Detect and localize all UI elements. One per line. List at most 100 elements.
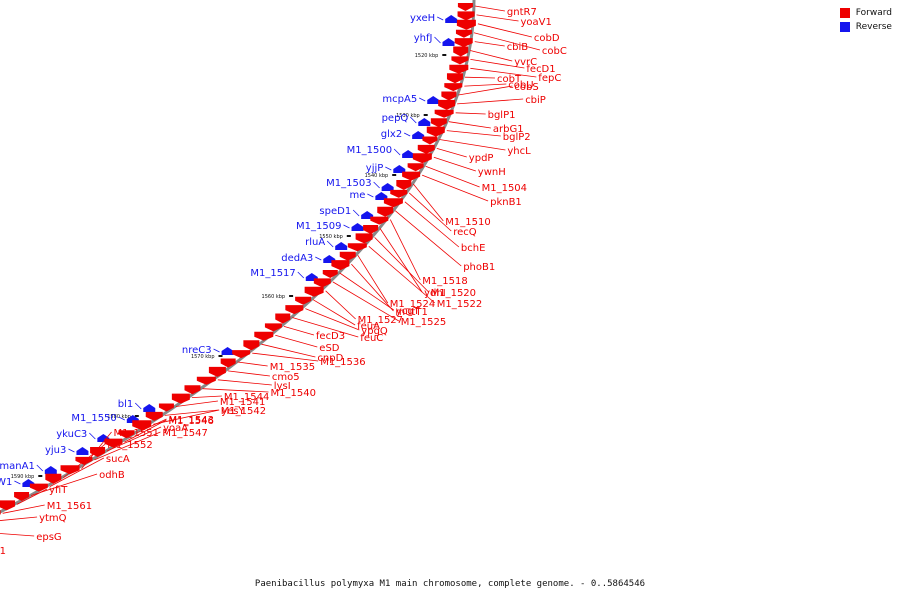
gene-M1_1561 xyxy=(0,510,1,515)
gene-label: bglP1 xyxy=(488,110,516,121)
gene-leader xyxy=(476,14,519,22)
gene-label: M1_1503 xyxy=(326,178,371,189)
gene-label: cobS xyxy=(514,82,538,93)
gene-label: odhB xyxy=(99,470,125,481)
gene-M1_1536 xyxy=(232,350,251,359)
gene-label: cobC xyxy=(542,46,567,57)
gene-label: M1_1541 xyxy=(220,397,265,408)
reverse-swatch xyxy=(839,22,850,32)
gene-fecD1 xyxy=(451,56,469,65)
gene-label: cobU xyxy=(508,80,533,91)
tick-label: 1560 kbp xyxy=(262,294,286,300)
gene-label: feuC xyxy=(360,333,383,344)
tick-mark xyxy=(134,415,139,417)
gene-gntR7 xyxy=(457,3,473,11)
gene-label: yesY xyxy=(221,406,245,417)
legend-reverse: Reverse xyxy=(839,22,892,32)
gene-label: mutT1 xyxy=(395,307,427,318)
gene-yju3 xyxy=(76,447,89,455)
gene-label: M1_1536 xyxy=(320,357,365,368)
gene-leader xyxy=(477,23,532,38)
gene-label: fecD3 xyxy=(316,331,345,342)
gene-label: lysI xyxy=(274,381,291,392)
gene-leader xyxy=(394,210,462,267)
gene-yesY xyxy=(132,420,152,431)
gene-leader xyxy=(261,343,316,358)
gene-label: bglP2 xyxy=(503,132,531,143)
gene-M1_1522 xyxy=(347,243,367,252)
gene-cnpD xyxy=(243,340,260,351)
gene-yoaA xyxy=(90,447,106,457)
gene-label: cmo5 xyxy=(272,372,300,383)
tick-label: 1540 kbp xyxy=(365,173,389,179)
forward-label: Forward xyxy=(855,8,892,18)
gene-leader xyxy=(393,148,401,156)
gene-label: cnpD xyxy=(317,353,343,364)
gene-label: bl1 xyxy=(118,399,134,410)
gene-feuA xyxy=(295,296,312,305)
gene-glx2 xyxy=(412,131,425,139)
gene-leader xyxy=(68,448,75,453)
gene-cbiB xyxy=(454,38,473,48)
tick-label: 1520 kbp xyxy=(415,53,439,59)
gene-label: M1_1547 xyxy=(162,428,207,439)
gene-cobS xyxy=(441,91,457,101)
gene-bglP1 xyxy=(434,109,454,118)
gene-leader xyxy=(63,443,106,479)
gene-label: mcpA5 xyxy=(382,94,417,105)
gene-leader xyxy=(409,116,417,124)
gene-label: ykuC3 xyxy=(56,429,87,440)
gene-M1_1546 xyxy=(104,438,123,448)
forward-swatch xyxy=(839,8,850,18)
gene-leader xyxy=(408,192,452,232)
gene-M1_1543 xyxy=(118,430,135,439)
gene-leader xyxy=(283,326,315,336)
gene-M1_1535 xyxy=(220,358,236,368)
gene-label: infC1 xyxy=(0,546,6,557)
gene-label: M1_1522 xyxy=(437,299,482,310)
gene-label: M1_1510 xyxy=(445,217,490,228)
gene-leader xyxy=(124,419,167,443)
legend-forward: Forward xyxy=(839,8,892,18)
gene-label: yvrC xyxy=(514,57,537,68)
gene-label: M1_1546 xyxy=(168,416,213,427)
gene-yxeH xyxy=(445,15,458,23)
tick-mark xyxy=(289,295,294,297)
gene-label: dedA3 xyxy=(281,253,313,264)
gene-label: eSD xyxy=(319,343,340,354)
gene-lysI xyxy=(196,376,216,385)
gene-label: yxeH xyxy=(410,13,435,24)
gene-label: yhfJ xyxy=(414,33,433,44)
gene-eSD xyxy=(254,331,274,341)
gene-label: M1_1551 xyxy=(114,428,159,439)
gene-bglP2 xyxy=(426,126,445,137)
gene-speD1 xyxy=(361,211,374,219)
gene-bl1 xyxy=(143,404,156,412)
forward-genes: gntR7yoaV1cobDcobCcbiByvrCfecD1fepCcobTc… xyxy=(0,3,567,557)
gene-label: M1_1543 xyxy=(169,415,214,426)
gene-leader xyxy=(339,272,394,311)
gene-label: yoaV1 xyxy=(521,17,552,28)
gene-leader xyxy=(425,165,480,188)
tick-label: 1570 kbp xyxy=(191,354,215,360)
gene-leader xyxy=(413,183,444,222)
gene-leader xyxy=(439,139,506,151)
gene-label: recQ xyxy=(453,227,477,238)
gene-phoB1 xyxy=(377,206,394,217)
gene-leader xyxy=(357,254,389,304)
gene-label: M1_1535 xyxy=(270,362,315,373)
gene-me xyxy=(375,192,388,200)
gene-yvrC xyxy=(453,46,469,57)
tick-label: 1590 kbp xyxy=(11,474,35,480)
gene-label: M1_1550 xyxy=(71,413,116,424)
gene-cobC xyxy=(455,29,472,38)
gene-label: pknB1 xyxy=(490,197,522,208)
gene-M1_1518 xyxy=(370,216,389,225)
gene-label: manA1 xyxy=(0,461,35,472)
gene-leader xyxy=(436,148,467,158)
gene-label: M1_1561 xyxy=(47,501,92,512)
gene-label: M1_1500 xyxy=(347,145,392,156)
gene-feuC xyxy=(275,313,291,324)
gene-leader xyxy=(252,352,319,362)
gene-nreC3 xyxy=(221,347,234,355)
